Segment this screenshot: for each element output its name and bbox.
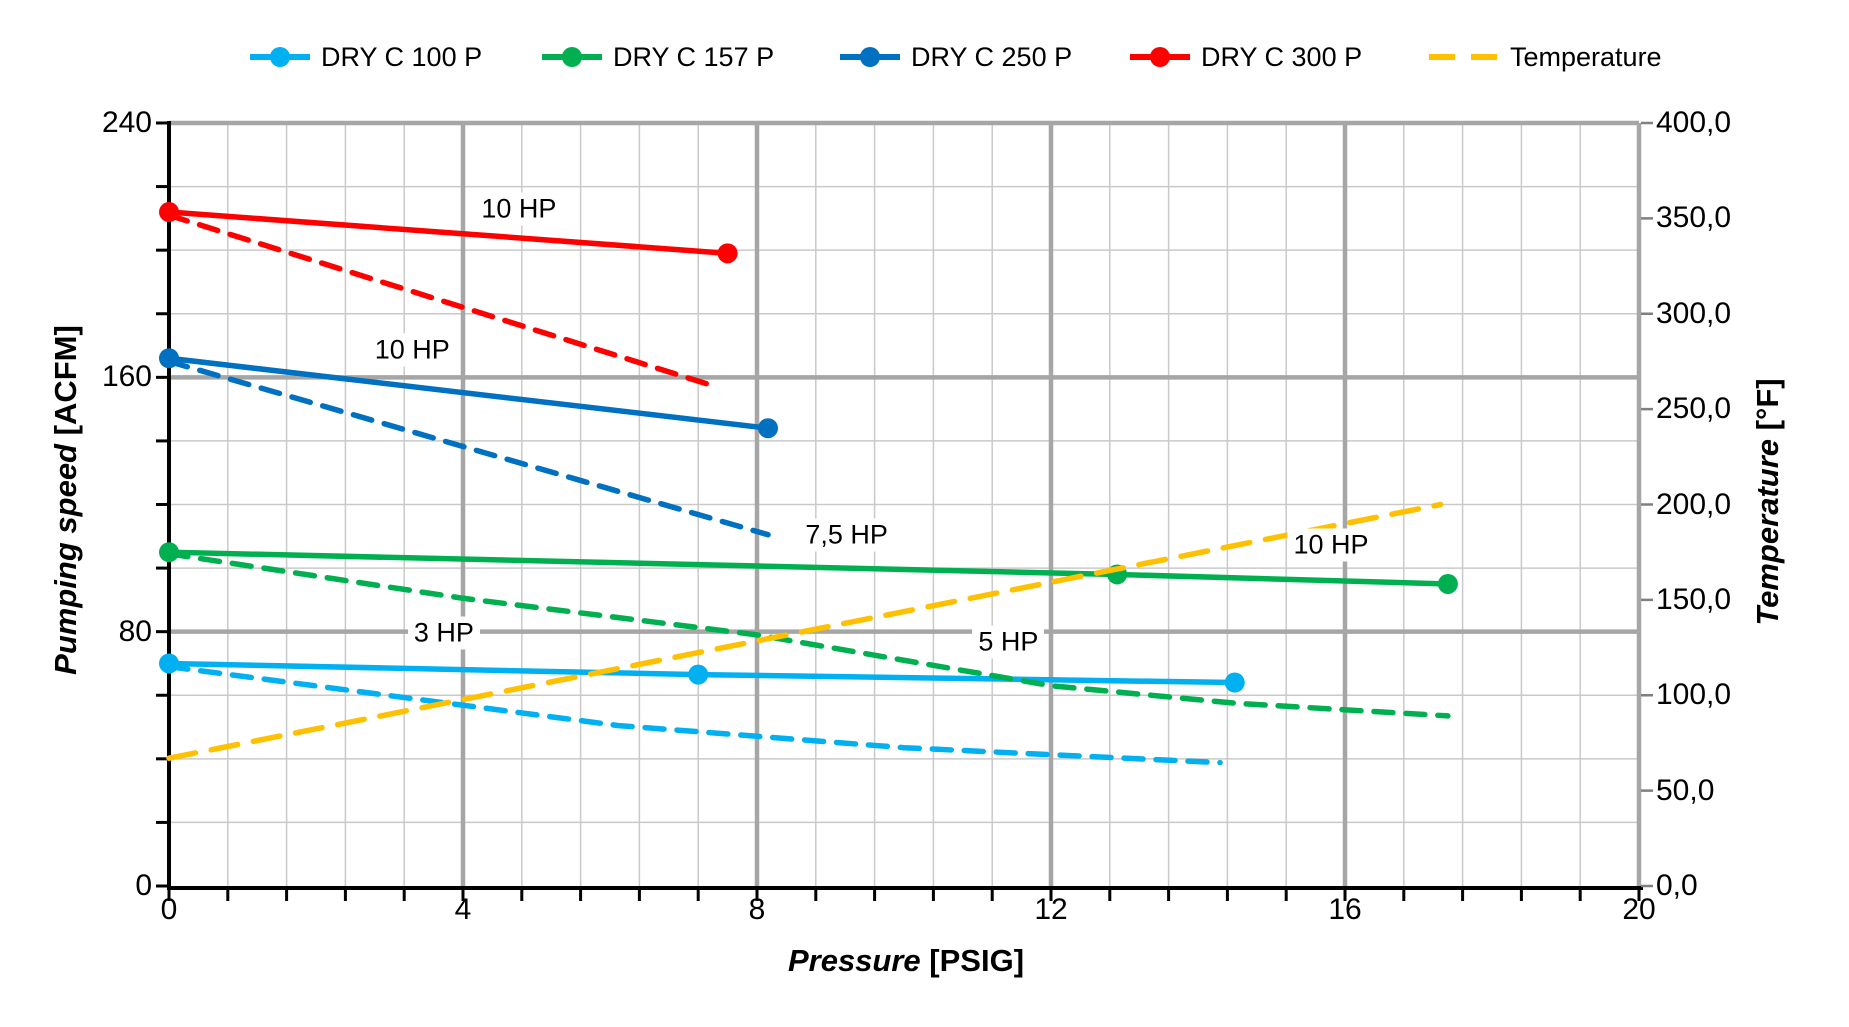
annotation-7-5-hp: 7,5 HP	[799, 518, 894, 552]
legend-label: DRY C 100 P	[321, 41, 483, 72]
y-right-tick-label: 250,0	[1656, 392, 1732, 426]
y-left-tick-label: 0	[135, 869, 152, 902]
legend-sample-dry-c-157-p	[542, 47, 602, 67]
y-right-tick-label: 50,0	[1656, 773, 1715, 807]
legend-sample-temperature	[1429, 54, 1499, 60]
series-line-dry-c-300-p	[166, 209, 731, 257]
x-axis-tick-label: 12	[1034, 893, 1068, 926]
series-line-dry-c-300-p-dashed	[166, 212, 720, 390]
y-right-tick-label: 400,0	[1656, 106, 1732, 139]
legend-sample-dry-c-100-p	[250, 47, 310, 67]
series-marker-dry-c-300-p	[717, 243, 738, 264]
y-right-tick-label: 100,0	[1656, 678, 1732, 712]
y-right-tick-label: 150,0	[1656, 582, 1732, 616]
y-left-axis-title-name: Pumping speed	[48, 444, 83, 675]
series-marker-dry-c-100-p	[159, 653, 179, 674]
annotation-10-hp: 10 HP	[475, 192, 563, 226]
y-right-axis-title-unit: [°F]	[1750, 378, 1785, 431]
y-right-axis-title: Temperature [°F]	[1750, 378, 1786, 625]
y-left-tick-label: 240	[101, 106, 152, 139]
annotation-5-hp: 5 HP	[972, 625, 1045, 659]
x-axis-tick-label: 8	[748, 893, 766, 926]
legend-sample-dry-c-250-p	[840, 47, 900, 67]
y-right-tick-label: 350,0	[1656, 201, 1732, 235]
y-right-tick-label: 300,0	[1656, 296, 1732, 330]
y-right-axis-title-name: Temperature	[1750, 438, 1785, 626]
series-marker-dry-c-100-p	[688, 664, 709, 685]
legend-label: DRY C 300 P	[1201, 41, 1363, 72]
y-left-tick-label: 160	[101, 360, 152, 394]
series-line-dry-c-100-p-dashed	[166, 663, 1223, 766]
series-marker-dry-c-157-p	[1437, 573, 1458, 594]
x-axis-tick-label: 0	[160, 893, 178, 926]
x-axis-title-unit: [PSIG]	[929, 943, 1025, 978]
annotation-10-hp: 10 HP	[368, 333, 456, 367]
y-right-tick-label: 0,0	[1656, 869, 1698, 902]
x-axis-tick-label: 16	[1328, 893, 1362, 926]
annotation-10-hp: 10 HP	[1287, 528, 1375, 562]
legend-label: Temperature	[1510, 41, 1662, 72]
legend-sample-dry-c-300-p	[1130, 47, 1190, 67]
x-axis-tick-label: 20	[1622, 893, 1656, 926]
y-left-axis-title: Pumping speed [ACFM]	[48, 325, 84, 675]
series-marker-dry-c-250-p	[758, 418, 779, 439]
legend-label: DRY C 250 P	[911, 41, 1073, 72]
y-left-axis-title-unit: [ACFM]	[48, 325, 83, 436]
annotation-3-hp: 3 HP	[407, 616, 480, 650]
series-line-dry-c-250-p-dashed	[166, 358, 771, 538]
x-axis-tick-label: 4	[454, 893, 472, 926]
series-marker-dry-c-100-p	[1224, 672, 1245, 693]
legend: DRY C 100 P DRY C 157 P DRY C 250 P DRY C 3…	[0, 0, 1849, 90]
x-axis-title-name: Pressure	[787, 943, 921, 978]
y-right-tick-label: 200,0	[1656, 487, 1732, 521]
series-line-dry-c-250-p	[166, 355, 771, 431]
legend-label: DRY C 157 P	[613, 41, 775, 72]
series-line-dry-c-157-p-dashed	[166, 551, 1451, 719]
x-axis-title: Pressure [PSIG]	[788, 943, 1024, 979]
series-line-temperature	[166, 501, 1444, 761]
y-left-tick-label: 80	[118, 614, 152, 648]
